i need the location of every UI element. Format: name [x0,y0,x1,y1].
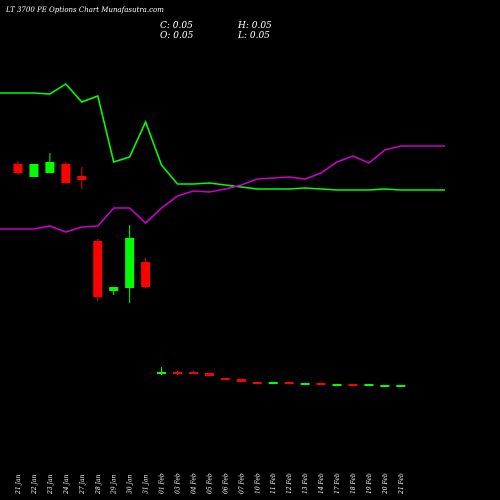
candle-body [364,384,374,386]
x-tick-label: 30 Jan [127,474,134,494]
candle-body [268,382,278,384]
candle [157,367,167,375]
candle [141,258,151,288]
candle-body [93,241,103,297]
x-tick-label: 03 Feb [175,473,182,494]
x-tick-label: 17 Feb [334,473,341,494]
candle-body [204,373,214,376]
candle-body [61,164,71,183]
x-tick-label: 04 Feb [190,473,197,494]
chart-title: LT 3700 PE Options Chart Munafasutra.com [6,6,164,14]
candle [13,161,23,175]
candle-body [109,287,119,291]
low-readout: L: 0.05 [238,31,270,41]
candle-body [220,378,230,380]
candle [188,371,198,374]
candle-body [348,384,358,386]
candle [300,383,310,385]
candle [364,384,374,386]
x-tick-label: 23 Jan [47,474,54,495]
candle-body [300,383,310,385]
candle [284,382,294,384]
candle [268,382,278,384]
x-tick-label: 21 Jan [15,474,22,495]
high-readout: H: 0.05 [238,21,272,31]
close-readout: C: 0.05 [160,21,193,31]
candle-body [316,383,326,385]
candle-body [236,379,246,382]
x-tick-label: 18 Feb [350,473,357,494]
candle [173,371,182,375]
candle-body [396,385,406,387]
candle-body [252,382,262,384]
x-tick-label: 07 Feb [238,473,245,494]
candle [316,383,326,385]
candle-body [13,164,23,173]
candle-body [188,372,198,374]
candle [332,384,342,386]
candle [109,287,119,295]
candle [220,378,230,380]
candle-body [77,176,87,180]
candle-body [284,382,294,384]
x-tick-label: 01 Feb [159,473,166,494]
x-tick-label: 10 Feb [254,473,261,494]
x-tick-label: 14 Feb [318,473,325,494]
candle [252,382,262,384]
series-line-1 [0,82,445,191]
candle [93,239,103,301]
candle [204,373,214,376]
candle-body [29,164,39,177]
candle-body [157,372,167,374]
x-tick-label: 12 Feb [286,473,293,494]
candle-body [125,238,135,288]
x-tick-label: 11 Feb [270,473,277,494]
open-readout: O: 0.05 [160,31,194,41]
x-axis-labels: 21 Jan 22 Jan 23 Jan 24 Jan 27 Jan 28 Jan 29 J… [15,473,405,495]
x-tick-label: 24 Jan [63,474,70,495]
candle [125,225,135,303]
x-tick-label: 19 Feb [366,473,373,494]
candles [13,153,406,387]
candle [45,153,55,173]
x-tick-label: 22 Jan [31,474,38,495]
indicator-lines [0,82,445,233]
candle-body [173,372,182,374]
x-tick-label: 13 Feb [302,473,309,494]
candle-body [332,384,342,386]
candle-body [45,162,55,173]
candle-body [141,262,151,287]
candle [29,164,39,177]
x-tick-label: 28 Jan [95,474,102,495]
candle [348,384,358,386]
candle [396,385,406,387]
x-tick-label: 05 Feb [206,473,213,494]
candle [61,162,71,184]
x-tick-label: 20 Feb [382,473,389,495]
series-line-2 [0,145,445,233]
candle-body [380,385,390,387]
x-tick-label: 31 Jan [143,474,150,494]
candle [380,385,390,387]
x-tick-label: 06 Feb [222,473,229,494]
x-tick-label: 21 Feb [398,473,405,495]
x-tick-label: 29 Jan [111,474,118,495]
x-tick-label: 27 Jan [79,474,86,495]
candle [236,379,246,382]
candle [77,167,87,189]
